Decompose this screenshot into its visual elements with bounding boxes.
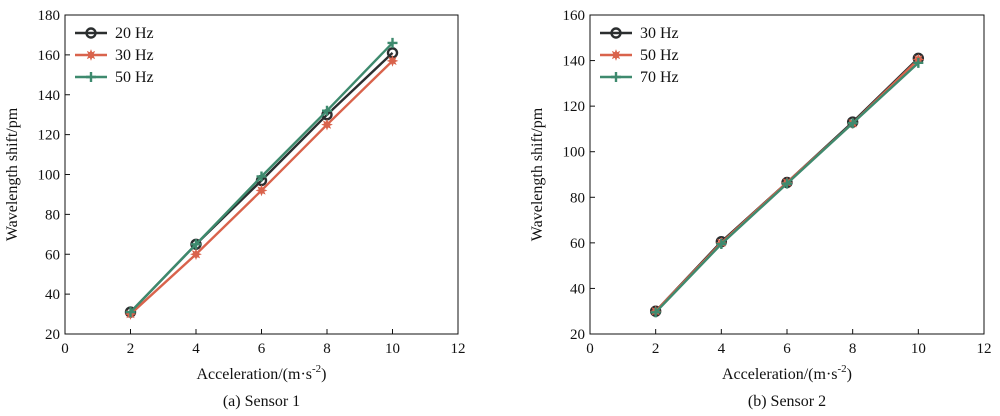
legend-label: 50 Hz (640, 47, 679, 64)
legend-label: 30 Hz (640, 25, 679, 42)
x-tick-label: 8 (849, 341, 857, 357)
x-tick-label: 12 (977, 341, 992, 357)
y-tick-label: 160 (38, 48, 61, 64)
y-tick-label: 160 (563, 8, 586, 24)
y-tick-label: 40 (45, 287, 60, 303)
chart-caption: (b) Sensor 2 (748, 393, 826, 410)
y-tick-label: 40 (570, 281, 585, 297)
x-tick-label: 6 (783, 341, 791, 357)
data-point (387, 37, 398, 48)
x-tick-label: 10 (385, 341, 400, 357)
x-axis-label-main: Acceleration/(m·s (722, 366, 838, 383)
y-tick-label: 20 (570, 327, 585, 343)
x-tick-label: 4 (718, 341, 726, 357)
data-point (125, 307, 136, 318)
x-tick-label: 2 (652, 341, 660, 357)
data-point (847, 118, 858, 129)
series-30-hz (124, 55, 399, 320)
series-50-hz (125, 37, 398, 318)
y-tick-label: 120 (38, 128, 61, 144)
x-axis-label-exponent: -2 (838, 363, 847, 375)
data-point (782, 178, 792, 189)
data-point (322, 105, 332, 116)
y-tick-label: 140 (563, 54, 586, 70)
data-point (386, 55, 399, 67)
x-axis-label: Acceleration/(m·s-2) (722, 363, 852, 383)
y-tick-label: 120 (563, 99, 586, 115)
x-axis-label: Acceleration/(m·s-2) (197, 363, 327, 383)
chart-caption: (a) Sensor 1 (223, 393, 300, 410)
data-point (191, 239, 201, 250)
data-point (256, 171, 267, 182)
data-point (650, 307, 661, 318)
legend-marker (611, 72, 621, 82)
x-tick-label: 4 (192, 341, 200, 357)
legend-marker (86, 72, 96, 82)
y-tick-label: 20 (45, 327, 60, 343)
y-tick-label: 80 (570, 190, 585, 206)
legend-marker (85, 27, 97, 39)
legend-marker (85, 49, 97, 61)
x-axis-label-main: Acceleration/(m·s (197, 366, 313, 383)
legend-label: 70 Hz (640, 69, 679, 86)
y-tick-label: 60 (45, 247, 60, 263)
series-line (129, 52, 394, 313)
data-point (716, 238, 727, 249)
data-point (190, 248, 202, 261)
x-axis-label-close: ) (321, 366, 326, 383)
y-axis-label: Wavelength shift/pm (529, 107, 546, 241)
chart-1: 0 2 4 6 8 10 12 20 40 60 80 100 120 140 160 180 Waveleng… (4, 8, 466, 410)
legend-marker (610, 27, 622, 39)
data-point (913, 57, 924, 68)
y-tick-label: 100 (563, 145, 586, 161)
x-tick-label: 8 (323, 341, 331, 357)
y-axis-label: Wavelength shift/pm (4, 107, 21, 241)
chart-2: 0 2 4 6 8 10 12 20 40 60 80 100 120 140 160 Wavelength … (529, 8, 992, 410)
legend-label: 20 Hz (115, 25, 154, 42)
x-axis-label-close: ) (847, 366, 852, 383)
x-tick-label: 0 (586, 341, 594, 357)
x-tick-label: 2 (127, 341, 135, 357)
legend-marker (610, 49, 622, 61)
data-point (321, 118, 333, 131)
x-tick-label: 6 (258, 341, 266, 357)
y-tick-label: 80 (45, 207, 60, 223)
x-tick-label: 12 (451, 341, 466, 357)
x-tick-label: 10 (911, 341, 926, 357)
y-tick-label: 140 (38, 88, 61, 104)
legend-label: 50 Hz (115, 69, 154, 86)
y-tick-label: 100 (38, 168, 61, 184)
y-tick-label: 180 (38, 8, 61, 24)
series-70-hz (650, 57, 924, 318)
x-tick-label: 0 (61, 341, 69, 357)
legend-label: 30 Hz (115, 47, 154, 64)
y-tick-label: 60 (570, 236, 585, 252)
x-axis-label-exponent: -2 (312, 363, 321, 375)
data-point (255, 184, 268, 197)
